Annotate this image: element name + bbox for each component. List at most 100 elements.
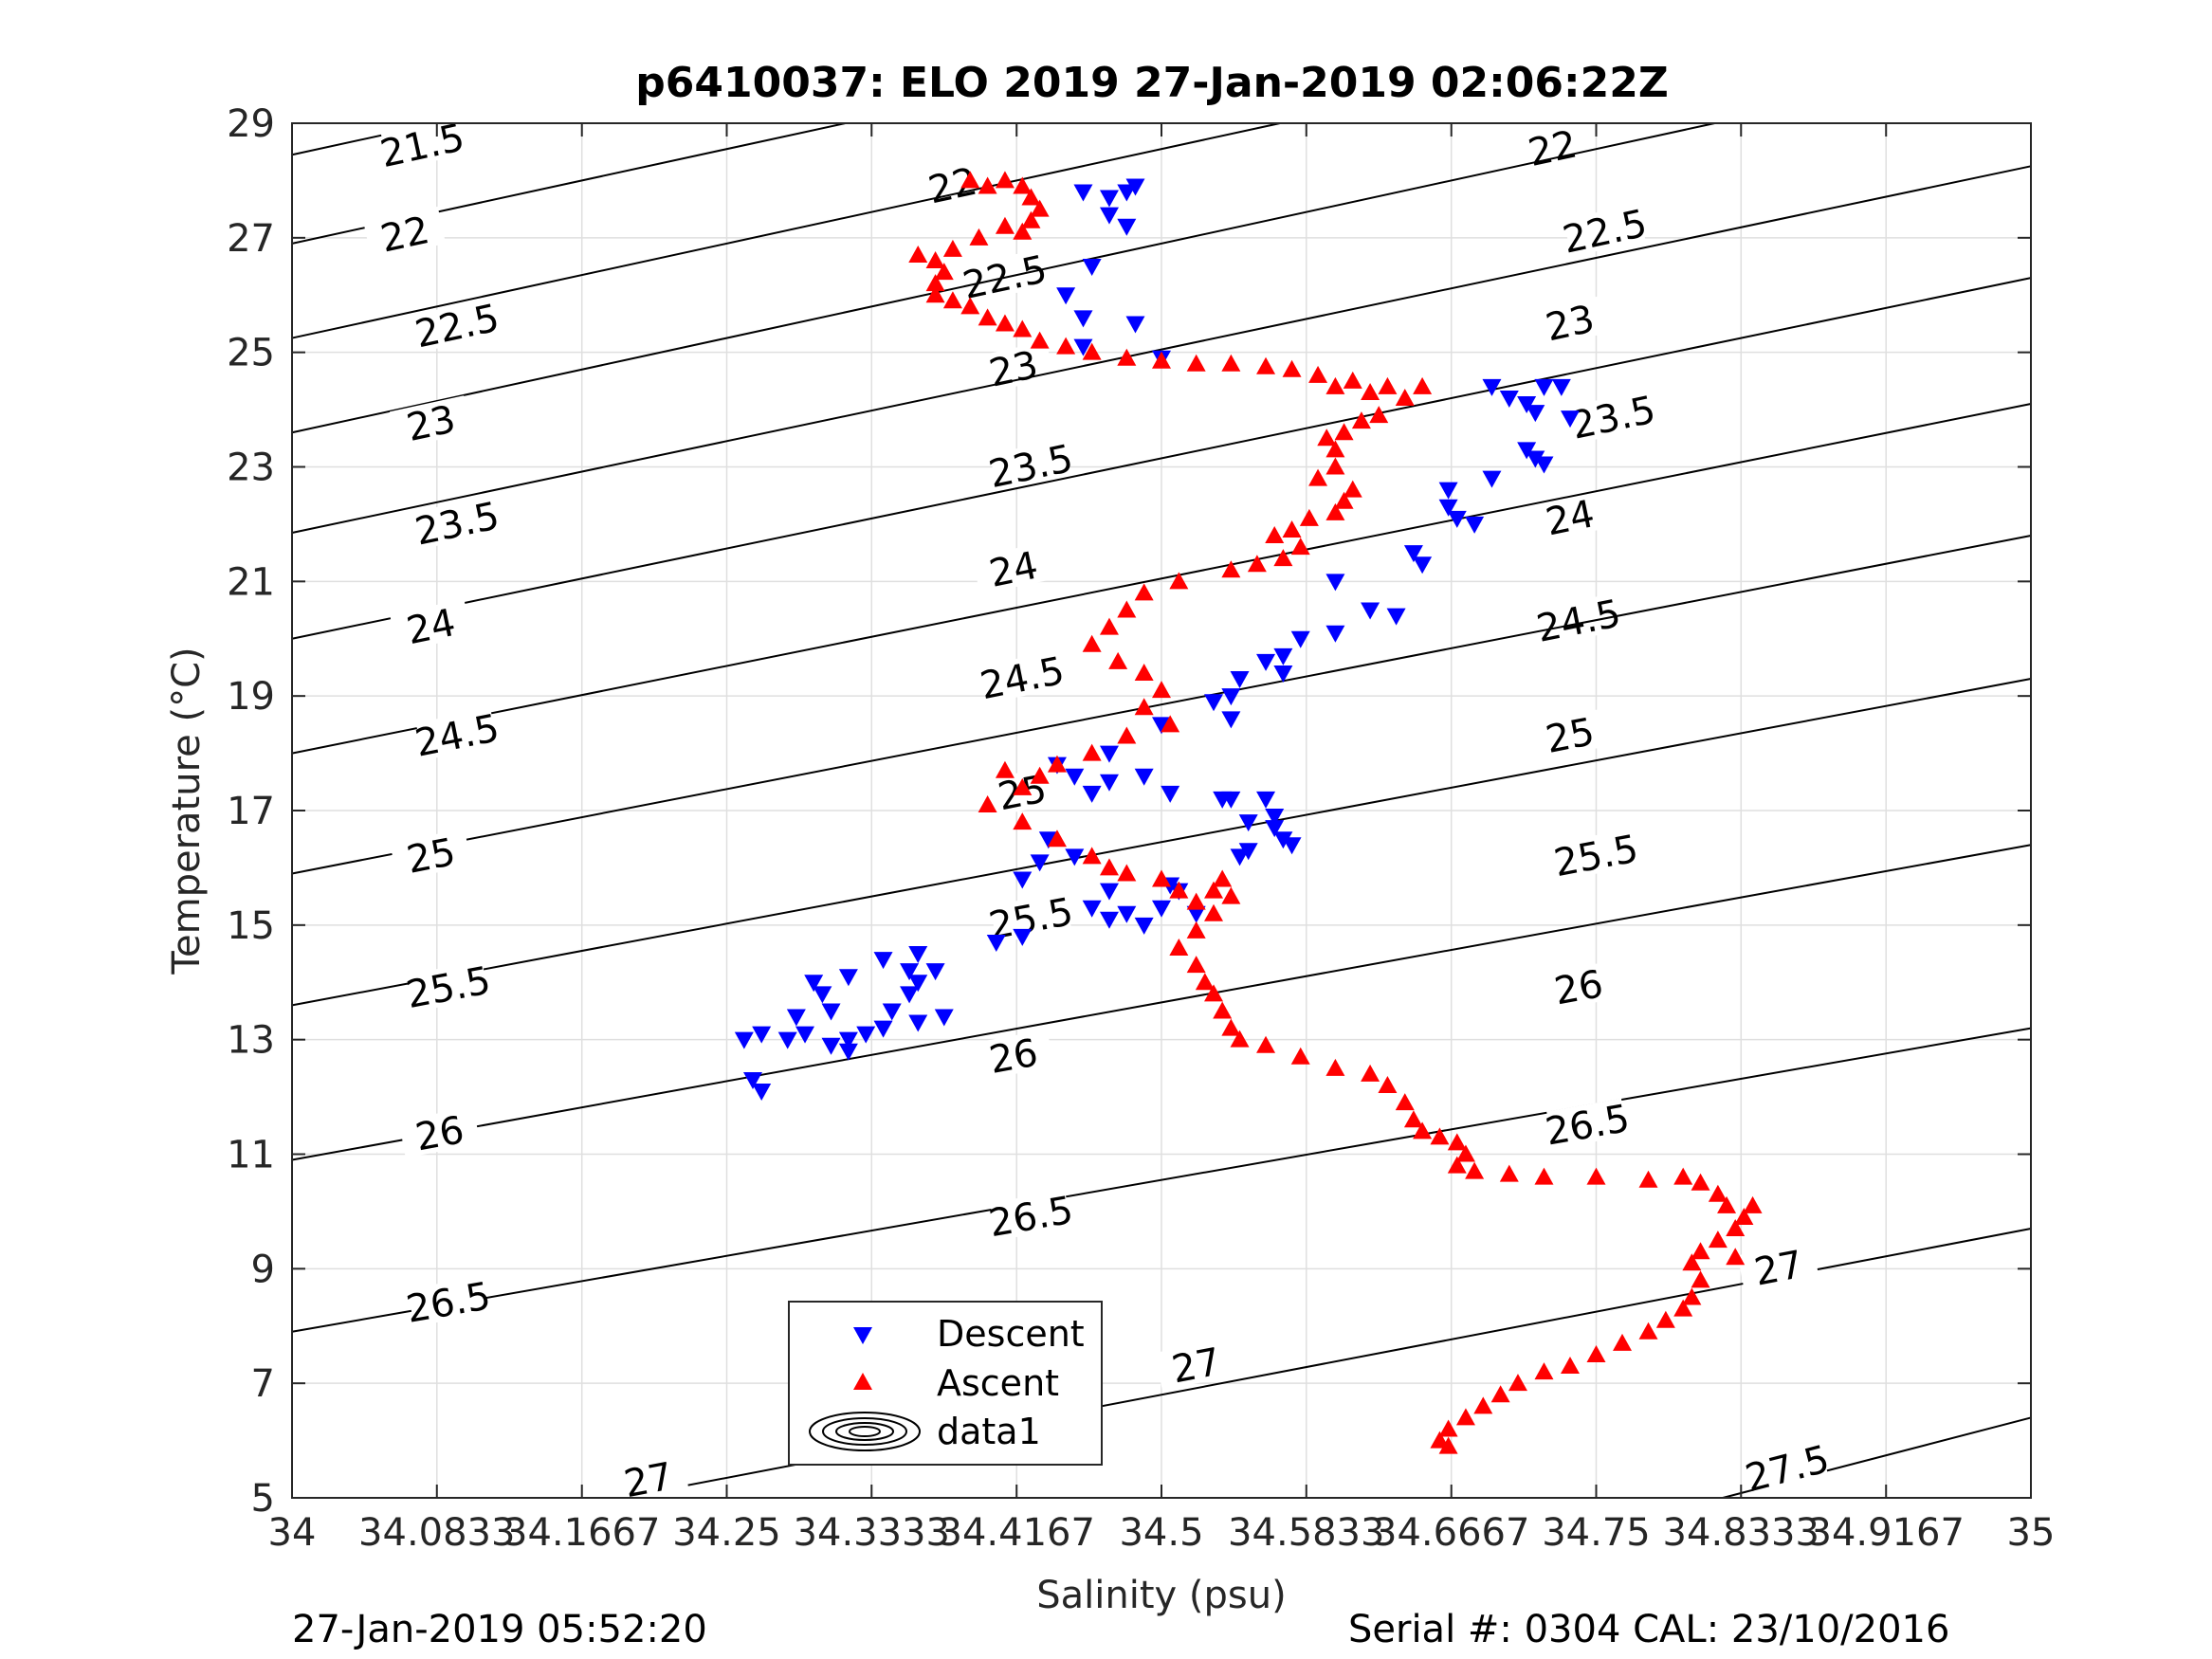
ascent-point — [1369, 406, 1389, 424]
x-tick-label: 34.4167 — [939, 1511, 1095, 1555]
descent-point — [1482, 470, 1502, 488]
contour-label: 23 — [403, 397, 460, 450]
ascent-point — [1317, 428, 1337, 447]
legend: Descent Ascent data1 — [788, 1301, 1103, 1466]
descent-point — [1099, 774, 1119, 792]
descent-point — [821, 1003, 841, 1021]
y-tick-label: 27 — [227, 217, 275, 261]
descent-point — [1099, 207, 1119, 225]
descent-point — [734, 1031, 754, 1049]
descent-point — [1534, 378, 1554, 396]
ascent-point — [1204, 903, 1224, 921]
x-tick-label: 34.5 — [1119, 1511, 1203, 1555]
contour-label-bg — [1510, 120, 1594, 174]
x-tick-label: 34.0833 — [358, 1511, 515, 1555]
ascent-point — [1256, 356, 1276, 374]
descent-point — [813, 986, 832, 1004]
descent-point — [1265, 809, 1285, 827]
ascent-point — [1169, 572, 1189, 590]
descent-point — [1273, 665, 1293, 683]
contour-label-bg — [1537, 593, 1619, 647]
descent-point — [1099, 883, 1119, 901]
ascent-point — [1117, 600, 1137, 618]
contour-label: 23 — [985, 343, 1042, 396]
ascent-point — [1325, 440, 1345, 458]
ascent-point — [1325, 502, 1345, 520]
contour-label-bg — [1155, 1338, 1237, 1391]
ascent-point — [1334, 423, 1354, 441]
ascent-point — [978, 308, 997, 326]
ascent-point — [1169, 939, 1189, 956]
y-axis-label: Temperature (°C) — [165, 647, 209, 975]
contour-label-bg — [1528, 490, 1611, 543]
descent-point — [1290, 630, 1310, 648]
isopycnal-line — [291, 1027, 2032, 1333]
ascent-point — [1117, 348, 1137, 366]
x-tick-label: 34.9167 — [1808, 1511, 1965, 1555]
contour-label: 23 — [1542, 298, 1599, 351]
ascent-point — [1673, 1167, 1693, 1185]
ascent-point — [1395, 389, 1415, 406]
descent-point — [752, 1084, 772, 1102]
ascent-point — [925, 285, 945, 303]
contour-label: 24 — [986, 544, 1042, 596]
ascent-point — [1186, 354, 1206, 372]
ascent-point — [1691, 1242, 1710, 1260]
descent-point — [1073, 184, 1093, 202]
contour-label-bg — [989, 438, 1072, 492]
descent-point — [743, 1071, 763, 1089]
descent-point — [1152, 900, 1171, 918]
ascent-point — [1152, 869, 1171, 887]
descent-point — [1134, 768, 1154, 786]
descent-point — [1238, 814, 1258, 832]
descent-point — [1238, 843, 1258, 861]
ascent-point — [1691, 1270, 1710, 1288]
isopycnal-line — [291, 535, 2032, 875]
y-tick-label: 13 — [227, 1019, 275, 1063]
x-tick-label: 34.25 — [672, 1511, 781, 1555]
ascent-point — [969, 228, 989, 246]
descent-point — [1560, 410, 1580, 428]
y-tick-label: 25 — [227, 332, 275, 375]
y-tick-label: 29 — [227, 102, 275, 146]
descent-point — [1204, 694, 1224, 712]
contour-label: 27 — [1751, 1243, 1807, 1295]
ascent-point — [1455, 1408, 1475, 1426]
isopycnal-line — [291, 122, 1715, 434]
ascent-point — [1221, 886, 1241, 904]
descent-point — [908, 1014, 928, 1032]
ascent-point — [960, 171, 980, 189]
descent-point — [1125, 316, 1145, 334]
ascent-point — [1030, 199, 1050, 217]
ascent-point — [934, 263, 954, 281]
contour-label-bg — [980, 650, 1064, 703]
ascent-point — [978, 794, 997, 812]
ascent-point — [1455, 1144, 1475, 1162]
descent-point — [882, 1003, 902, 1021]
ascent-point — [1013, 176, 1033, 194]
ascent-point — [1221, 1018, 1241, 1036]
descent-point — [1413, 556, 1433, 574]
ascent-point — [1221, 560, 1241, 578]
contour-label-bg — [390, 829, 472, 881]
ascent-point — [1325, 1058, 1345, 1076]
ascent-point — [1395, 1093, 1415, 1111]
descent-point — [934, 1009, 954, 1027]
contour-label-bg — [963, 249, 1046, 303]
ascent-point — [1343, 480, 1362, 498]
x-axis-label: Salinity (psu) — [1036, 1574, 1286, 1617]
ascent-point — [1726, 1219, 1746, 1237]
descent-point — [1117, 905, 1137, 923]
y-tick-label: 5 — [251, 1477, 275, 1521]
ascent-point — [1099, 858, 1119, 876]
contour-label-bg — [390, 598, 472, 652]
ascent-point — [1334, 491, 1354, 509]
ascent-point — [1682, 1287, 1702, 1305]
ascent-point — [1099, 617, 1119, 635]
isopycnal-contours: 21.522222222.522.522.523232323.523.523.5… — [291, 116, 2032, 1506]
y-tick-label: 7 — [251, 1362, 275, 1406]
ascent-point — [1490, 1385, 1510, 1403]
descent-point — [1438, 482, 1458, 500]
x-tick-label: 34.8333 — [1663, 1511, 1819, 1555]
